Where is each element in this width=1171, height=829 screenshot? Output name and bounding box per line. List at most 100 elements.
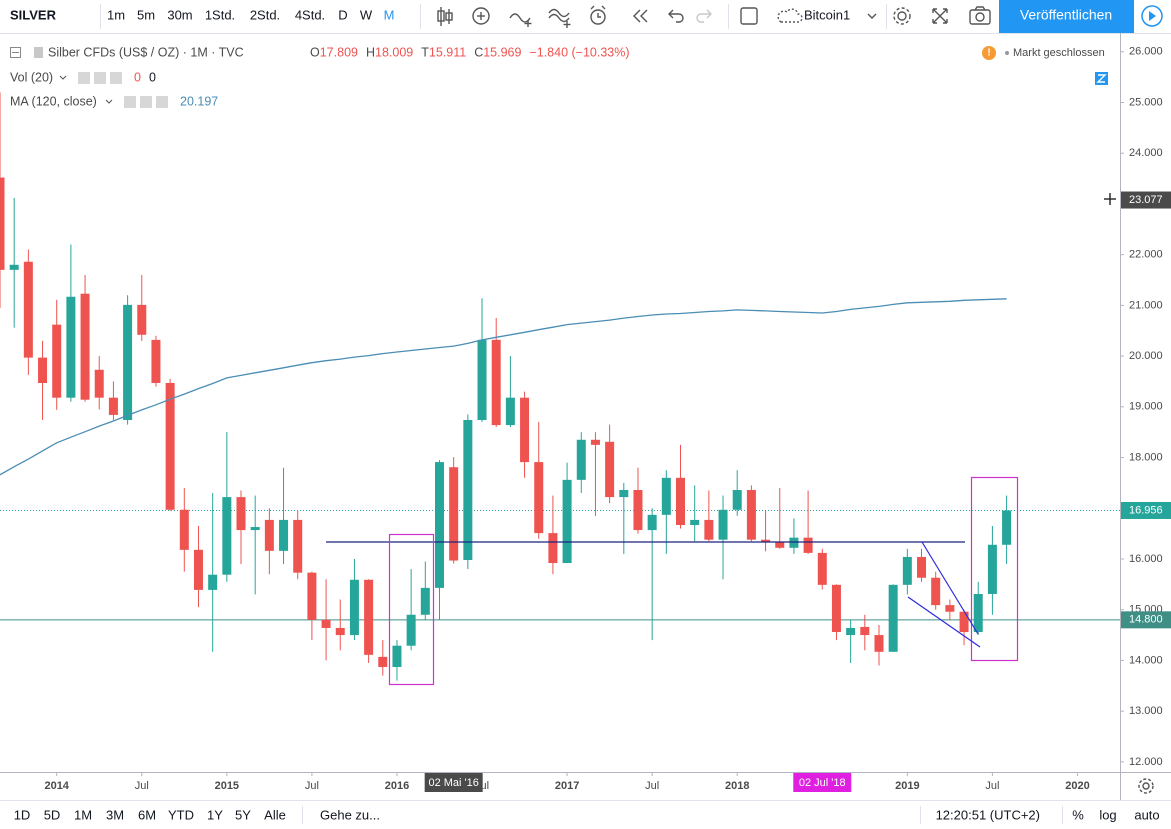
candle-body	[520, 397, 530, 463]
ohlc-key: T	[421, 45, 429, 59]
candle-body	[335, 627, 345, 636]
candle-body	[902, 556, 912, 585]
candle-body	[732, 489, 742, 510]
interval-button[interactable]: 1m	[107, 7, 125, 22]
candle-body	[860, 626, 870, 636]
publish-button[interactable]	[999, 0, 1134, 33]
candle-body	[817, 552, 827, 585]
drawn-box	[388, 533, 435, 686]
candle-body	[789, 537, 799, 548]
cloud-icon	[777, 8, 803, 23]
candle-body	[52, 324, 62, 398]
replay-icon[interactable]	[633, 9, 648, 23]
candle-body	[676, 477, 686, 525]
fullscreen-layout-icon[interactable]	[740, 7, 758, 25]
interval-button[interactable]: W	[360, 7, 373, 22]
alert-icon[interactable]	[590, 5, 606, 25]
candle-body	[661, 477, 671, 515]
scale-lock-glyph	[1096, 74, 1107, 83]
y-tick-label: 26.000	[1129, 46, 1163, 58]
template-icon[interactable]	[548, 8, 571, 29]
symbol[interactable]: SILVER	[10, 7, 57, 22]
volume-value: 0	[134, 70, 141, 84]
goto-button[interactable]: Gehe zu...	[320, 807, 380, 822]
interval-button[interactable]: 2Std.	[250, 7, 280, 22]
compare-icon[interactable]	[509, 13, 532, 27]
play-button[interactable]	[1141, 5, 1163, 27]
crosshair-date: 02 Mai '16	[428, 777, 478, 789]
ohlc-key: C	[474, 45, 483, 59]
range-button[interactable]: 3M	[106, 807, 124, 822]
publish-label[interactable]: Veröffentlichen	[1020, 7, 1112, 23]
range-button[interactable]: 5D	[44, 807, 61, 822]
candle-icon[interactable]	[437, 7, 453, 26]
volume-name: Vol (20)	[10, 70, 53, 84]
y-tick-label: 22.000	[1129, 249, 1163, 261]
range-button[interactable]: 1M	[74, 807, 92, 822]
range-button[interactable]: 1Y	[207, 807, 223, 822]
candle-body	[704, 519, 714, 540]
candle-body	[66, 296, 76, 398]
warning-icon[interactable]	[982, 46, 996, 60]
plot-area	[0, 92, 1120, 681]
drawn-wedge-line	[907, 596, 981, 648]
ohlc-key: O	[310, 45, 320, 59]
percent-toggle[interactable]: %	[1072, 807, 1084, 822]
ohlc-value: 15.969	[483, 45, 521, 59]
auto-toggle[interactable]: auto	[1134, 807, 1159, 822]
candle-body	[108, 397, 118, 415]
price-label-bg	[1121, 501, 1171, 519]
interval-button[interactable]: D	[338, 7, 347, 22]
crosshair-cursor	[1104, 193, 1116, 205]
indicator-icon[interactable]	[472, 7, 490, 25]
y-tick-label: 19.000	[1129, 401, 1163, 413]
interval-button[interactable]: M	[384, 7, 395, 22]
x-tick-label: Jul	[305, 780, 319, 792]
range-button[interactable]: Alle	[264, 807, 286, 822]
x-tick-label: 2020	[1065, 780, 1089, 792]
ma-controls[interactable]	[124, 96, 168, 108]
drawn-box	[970, 476, 1019, 662]
candle-body	[0, 177, 5, 270]
play-icon	[1149, 11, 1156, 21]
crosshair-date-bg	[424, 773, 483, 792]
log-toggle[interactable]: log	[1099, 807, 1116, 822]
interval-button[interactable]: 5m	[137, 7, 155, 22]
interval-button[interactable]: 4Std.	[295, 7, 325, 22]
range-button[interactable]: 5Y	[235, 807, 251, 822]
x-tick-label: Jul	[985, 780, 999, 792]
layout-name[interactable]: Bitcoin1	[804, 7, 850, 22]
collapse-icon[interactable]	[10, 47, 21, 58]
candle-body	[973, 593, 983, 633]
range-button[interactable]: 6M	[138, 807, 156, 822]
clock[interactable]: 12:20:51 (UTC+2)	[936, 807, 1040, 822]
undo-icon[interactable]	[668, 9, 684, 23]
candle-body	[434, 462, 444, 588]
x-tick-label: 2018	[725, 780, 749, 792]
ma-name: MA (120, close)	[10, 94, 97, 108]
symbol-logo	[34, 47, 43, 58]
x-tick-label: Jul	[645, 780, 659, 792]
candle-body	[803, 537, 813, 553]
candle-body	[378, 656, 388, 668]
drawings	[326, 476, 1019, 686]
candle-body	[619, 489, 629, 498]
redo-icon[interactable]	[696, 9, 712, 23]
ma-value: 20.197	[180, 94, 218, 108]
candle-body	[761, 539, 771, 542]
candle-body	[548, 533, 558, 564]
expand-icon[interactable]	[932, 8, 948, 24]
interval-button[interactable]: 30m	[167, 7, 192, 22]
candle-body	[874, 635, 884, 652]
candle-body	[831, 584, 841, 633]
snapshot-icon[interactable]	[969, 6, 991, 25]
layout-chevron[interactable]	[867, 13, 877, 19]
y-tick-label: 14.000	[1129, 654, 1163, 666]
settings-icon[interactable]	[893, 7, 911, 25]
range-button[interactable]: YTD	[168, 807, 194, 822]
candle-body	[392, 645, 402, 668]
interval-button[interactable]: 1Std.	[205, 7, 235, 22]
range-button[interactable]: 1D	[14, 807, 31, 822]
axis-settings-icon[interactable]	[1138, 778, 1154, 794]
vol-controls[interactable]	[78, 72, 122, 84]
